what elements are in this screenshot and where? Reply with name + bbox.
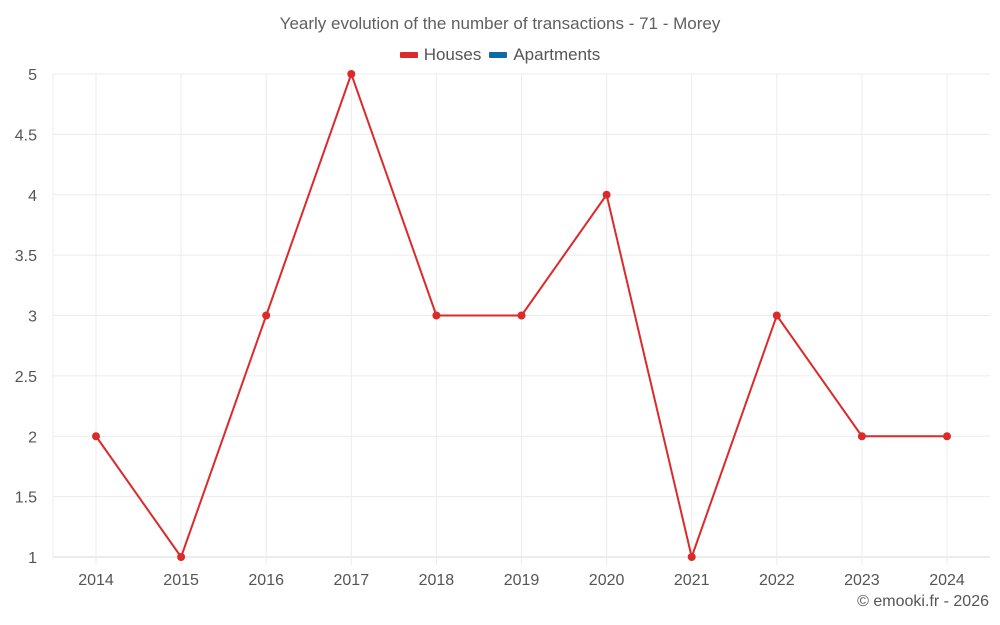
data-point[interactable] (687, 553, 696, 561)
copyright-footer: © emooki.fr - 2026 (857, 593, 989, 610)
data-point[interactable] (432, 311, 441, 320)
chart-legend: Houses Apartments (0, 45, 1000, 65)
x-tick-label: 2016 (248, 572, 284, 589)
legend-label-houses: Houses (423, 45, 482, 64)
x-tick-label: 2021 (674, 572, 710, 589)
y-tick-label: 3.5 (15, 248, 37, 265)
x-tick-label: 2022 (759, 572, 795, 589)
data-point[interactable] (772, 311, 781, 320)
y-tick-label: 2.5 (15, 369, 37, 386)
x-tick-label: 2023 (844, 572, 880, 589)
apartments-swatch-icon (489, 52, 508, 58)
x-tick-label: 2017 (334, 572, 370, 589)
data-point[interactable] (943, 432, 951, 441)
x-tick-label: 2018 (419, 572, 455, 589)
x-tick-label: 2020 (589, 572, 625, 589)
y-tick-label: 4 (28, 188, 37, 205)
y-tick-label: 2 (28, 429, 37, 446)
data-point[interactable] (262, 311, 271, 320)
data-point[interactable] (177, 553, 186, 561)
data-point[interactable] (857, 432, 866, 441)
x-tick-label: 2014 (78, 572, 114, 589)
legend-label-apartments: Apartments (513, 45, 601, 64)
chart-title: Yearly evolution of the number of transa… (279, 14, 721, 33)
y-tick-label: 4.5 (15, 127, 37, 144)
legend-item-apartments[interactable]: Apartments (489, 45, 600, 65)
x-tick-label: 2015 (163, 572, 199, 589)
data-point[interactable] (602, 190, 611, 199)
y-tick-label: 1 (28, 550, 37, 567)
y-tick-label: 5 (28, 67, 37, 84)
houses-swatch-icon (399, 52, 418, 58)
legend-item-houses[interactable]: Houses (399, 45, 482, 65)
y-tick-label: 1.5 (15, 490, 37, 507)
x-tick-label: 2024 (929, 572, 965, 589)
data-point[interactable] (517, 311, 526, 320)
data-point[interactable] (92, 432, 100, 441)
data-point[interactable] (347, 70, 356, 78)
y-tick-label: 3 (28, 309, 37, 326)
x-tick-label: 2019 (504, 572, 540, 589)
